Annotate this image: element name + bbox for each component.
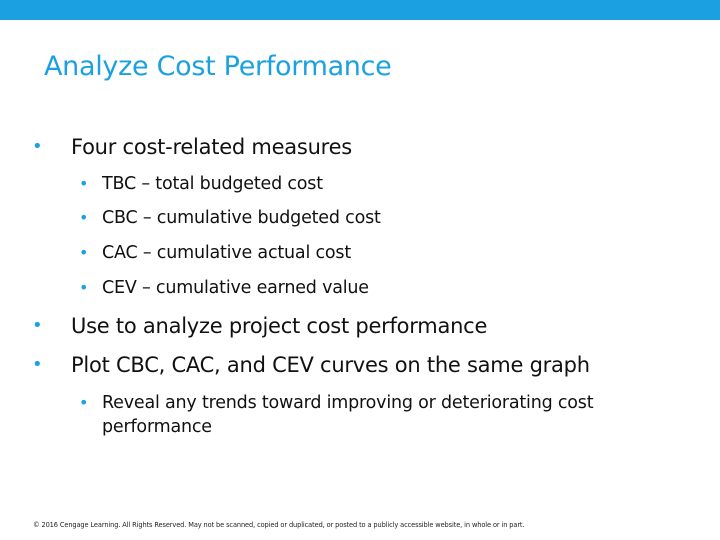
bullet-text: Plot CBC, CAC, and CEV curves on the sam… [71,353,590,377]
bullet-item: • Plot CBC, CAC, and CEV curves on the s… [32,351,590,379]
bullet-dot: • [32,136,43,157]
bullet-dot: • [79,393,89,412]
top-accent-bar [0,0,720,20]
bullet-text: Use to analyze project cost performance [71,314,488,338]
slide-title: Analyze Cost Performance [44,51,392,82]
copyright-footer: © 2016 Cengage Learning. All Rights Rese… [33,521,525,529]
sub-bullet-item: • TBC – total budgeted cost [79,172,323,196]
bullet-dot: • [79,208,89,227]
sub-bullet-item: • CAC – cumulative actual cost [79,241,351,265]
sub-bullet-item: • CEV – cumulative earned value [79,276,369,300]
bullet-item: • Use to analyze project cost performanc… [32,312,488,340]
bullet-dot: • [79,243,89,262]
sub-bullet-text: Reveal any trends toward improving or de… [102,393,594,437]
bullet-dot: • [79,278,89,297]
sub-bullet-text: TBC – total budgeted cost [102,174,323,194]
bullet-dot: • [32,315,43,336]
sub-bullet-item: • CBC – cumulative budgeted cost [79,206,381,230]
bullet-dot: • [79,174,89,193]
sub-bullet-item: • Reveal any trends toward improving or … [79,391,687,439]
sub-bullet-text: CEV – cumulative earned value [102,278,369,298]
sub-bullet-text: CBC – cumulative budgeted cost [102,208,381,228]
bullet-item: • Four cost-related measures [32,133,352,161]
bullet-text: Four cost-related measures [71,135,352,159]
sub-bullet-text: CAC – cumulative actual cost [102,243,351,263]
bullet-dot: • [32,354,43,375]
